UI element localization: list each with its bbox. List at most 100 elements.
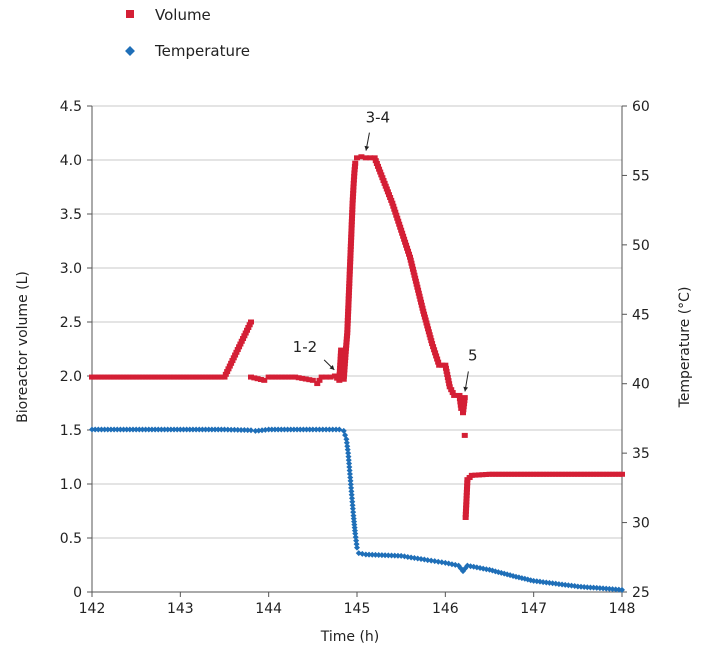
volume-point [158, 374, 165, 380]
volume-point [348, 231, 355, 237]
volume-point [338, 357, 345, 363]
volume-point [342, 348, 349, 354]
volume-point [295, 375, 302, 381]
y-right-tick-label: 50 [632, 238, 650, 254]
volume-point [457, 399, 464, 405]
temperature-point [130, 426, 137, 433]
volume-point [433, 353, 440, 359]
temperature-point [303, 426, 310, 433]
volume-point [316, 377, 323, 383]
volume-point [587, 471, 594, 477]
volume-point [492, 471, 499, 477]
volume-point [152, 374, 159, 380]
volume-point [609, 471, 616, 477]
volume-point [435, 359, 442, 365]
temperature-point [244, 427, 251, 434]
y-left-tick-label: 0 [73, 585, 82, 601]
volume-point [460, 407, 467, 413]
volume-point [237, 341, 244, 347]
legend-temperature-label: Temperature [154, 42, 250, 60]
volume-point [451, 392, 458, 398]
volume-point [342, 351, 349, 357]
volume-point [346, 268, 353, 274]
temperature-point [306, 426, 313, 433]
volume-point [449, 390, 456, 396]
volume-point [233, 349, 240, 355]
volume-point [421, 314, 428, 320]
temperature-point [349, 505, 356, 512]
volume-point [456, 392, 463, 398]
volume-point [345, 299, 352, 305]
volume-point [245, 325, 252, 331]
temperature-point [231, 426, 238, 433]
volume-point [381, 180, 388, 186]
volume-point [234, 347, 241, 353]
volume-point [400, 233, 407, 239]
volume-point [448, 387, 455, 393]
volume-point [336, 377, 343, 383]
temperature-point [92, 426, 99, 433]
volume-point [565, 471, 572, 477]
volume-point [460, 404, 467, 410]
temperature-point [186, 426, 193, 433]
volume-point [348, 234, 355, 240]
volume-point [423, 320, 430, 326]
volume-point [390, 203, 397, 209]
volume-point [593, 471, 600, 477]
legend: Volume Temperature [125, 6, 250, 60]
volume-point [442, 362, 449, 368]
volume-point [343, 342, 350, 348]
volume-point [215, 374, 222, 380]
volume-point [344, 321, 351, 327]
volume-point [536, 471, 543, 477]
temperature-point [161, 426, 168, 433]
temperature-point [199, 426, 206, 433]
volume-point [345, 305, 352, 311]
y-right-tick-label: 55 [632, 168, 650, 184]
temperature-point [369, 551, 376, 558]
volume-point [345, 311, 352, 317]
volume-point [362, 155, 369, 161]
volume-point [343, 345, 350, 351]
temperature-point [189, 426, 196, 433]
volume-point [373, 161, 380, 167]
temperature-point [180, 426, 187, 433]
temperature-point [171, 426, 178, 433]
temperature-point [348, 491, 355, 498]
volume-point [136, 374, 143, 380]
volume-point [302, 376, 309, 382]
volume-point [208, 374, 215, 380]
volume-point [130, 374, 137, 380]
volume-point [413, 281, 420, 287]
volume-point [183, 374, 190, 380]
temperature-point [354, 544, 360, 551]
volume-point [350, 177, 357, 183]
temperature-point [174, 426, 181, 433]
volume-point [272, 374, 279, 380]
volume-point [424, 323, 431, 329]
temperature-point [224, 426, 231, 433]
temperature-point [347, 481, 354, 488]
volume-point [463, 489, 470, 495]
volume-point [167, 374, 174, 380]
volume-point [426, 332, 433, 338]
volume-point [212, 374, 219, 380]
x-tick-label: 144 [255, 601, 282, 617]
volume-point [430, 344, 437, 350]
volume-point [386, 192, 393, 198]
volume-point [427, 335, 434, 341]
temperature-point [183, 426, 190, 433]
temperature-point [313, 426, 320, 433]
volume-point [387, 195, 394, 201]
temperature-point [346, 467, 353, 474]
volume-point [410, 269, 417, 275]
y-right-tick-label: 35 [632, 446, 650, 462]
volume-point [527, 471, 534, 477]
volume-point [345, 308, 352, 314]
volume-point [468, 472, 475, 478]
volume-point [371, 155, 378, 161]
volume-point [133, 374, 140, 380]
volume-point [193, 374, 200, 380]
temperature-point [333, 426, 340, 433]
temperature-point [248, 427, 254, 434]
